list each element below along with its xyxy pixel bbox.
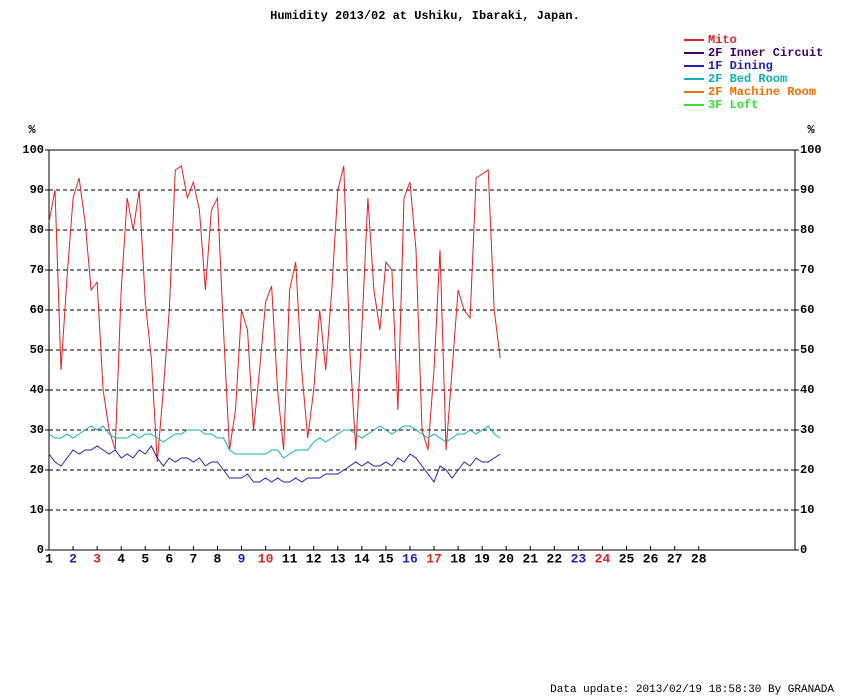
series-line [48,165,501,463]
y2-tick-label: 0 [800,543,807,557]
chart-title: Humidity 2013/02 at Ushiku, Ibaraki, Jap… [270,9,580,23]
x-tick-label: 1 [45,551,53,566]
series-line [48,445,501,484]
y-tick-label: 20 [30,463,44,477]
x-tick-label: 16 [402,551,418,566]
x-tick-label: 26 [643,551,659,566]
legend-label: 1F Dining [708,59,773,73]
x-tick-label: 4 [117,551,125,566]
x-tick-label: 2 [69,551,77,566]
x-tick-label: 23 [571,551,587,566]
y-axis-label: % [28,123,36,137]
x-tick-label: 20 [498,551,514,566]
y2-tick-label: 60 [800,303,814,317]
series-line [48,425,501,459]
y-tick-label: 70 [30,263,44,277]
y-tick-label: 50 [30,343,44,357]
y2-tick-label: 50 [800,343,814,357]
legend-label: 2F Machine Room [708,85,816,99]
x-tick-label: 24 [595,551,611,566]
y-tick-label: 30 [30,423,44,437]
y-tick-label: 100 [22,143,44,157]
y2-tick-label: 30 [800,423,814,437]
x-tick-label: 19 [474,551,490,566]
legend-label: 3F Loft [708,98,758,112]
x-tick-label: 14 [354,551,370,566]
y2-tick-label: 40 [800,383,814,397]
y2-tick-label: 90 [800,183,814,197]
y-tick-label: 0 [37,543,44,557]
legend-label: Mito [708,33,737,47]
x-tick-label: 10 [258,551,274,566]
y-tick-label: 90 [30,183,44,197]
x-tick-label: 7 [189,551,197,566]
y2-tick-label: 80 [800,223,814,237]
x-tick-label: 12 [306,551,322,566]
x-tick-label: 22 [547,551,563,566]
legend-label: 2F Bed Room [708,72,787,86]
x-tick-label: 11 [282,551,298,566]
x-tick-label: 28 [691,551,707,566]
x-tick-label: 5 [141,551,149,566]
x-tick-label: 15 [378,551,394,566]
y-tick-label: 80 [30,223,44,237]
y-tick-label: 40 [30,383,44,397]
x-tick-label: 18 [450,551,466,566]
footer: Data update: 2013/02/19 18:58:30 By GRAN… [550,684,834,696]
y2-tick-label: 70 [800,263,814,277]
y2-tick-label: 10 [800,503,814,517]
y2-tick-label: 20 [800,463,814,477]
x-tick-label: 25 [619,551,635,566]
x-tick-label: 3 [93,551,101,566]
x-tick-label: 21 [522,551,538,566]
legend-label: 2F Inner Circuit [708,46,823,60]
y2-tick-label: 100 [800,143,822,157]
x-tick-label: 17 [426,551,442,566]
x-tick-label: 6 [165,551,173,566]
y2-axis-label: % [807,123,815,137]
y-tick-label: 10 [30,503,44,517]
x-tick-label: 9 [238,551,246,566]
x-tick-label: 13 [330,551,346,566]
x-tick-label: 8 [214,551,222,566]
x-tick-label: 27 [667,551,683,566]
y-tick-label: 60 [30,303,44,317]
